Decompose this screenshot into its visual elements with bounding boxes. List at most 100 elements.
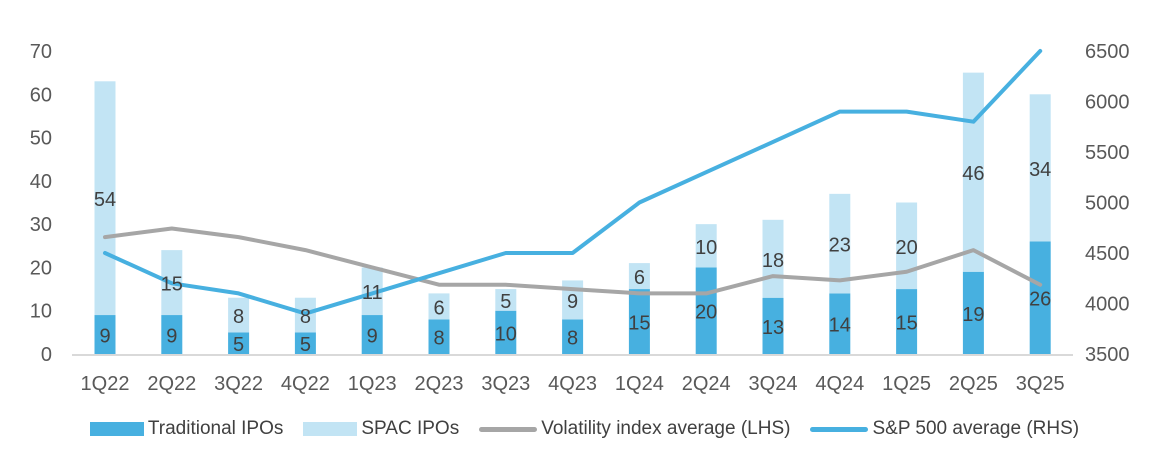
- right-tick-label: 3500: [1085, 344, 1130, 366]
- bar-traditional-ipos: [628, 289, 650, 354]
- legend-item-spac-ipos[interactable]: SPAC IPOs: [303, 418, 459, 440]
- legend-swatch: [303, 422, 358, 436]
- bar-traditional-ipos: [762, 297, 784, 354]
- bar-spac-ipos: [628, 263, 650, 290]
- bar-traditional-ipos: [361, 315, 383, 354]
- left-tick-label: 40: [30, 171, 52, 193]
- data-label-spac: 18: [762, 250, 784, 272]
- data-label-traditional: 8: [433, 328, 444, 350]
- bar-spac-ipos: [1029, 94, 1051, 242]
- bar-traditional-ipos: [962, 271, 984, 354]
- left-tick-label: 10: [30, 301, 52, 323]
- right-tick-label: 5500: [1085, 142, 1130, 164]
- legend-item-sp500[interactable]: S&P 500 average (RHS): [810, 418, 1079, 440]
- bar-spac-ipos: [361, 267, 383, 316]
- right-tick-label: 4500: [1085, 243, 1130, 265]
- x-axis: 1Q22 2Q22 3Q22 4Q22 1Q23 2Q23 3Q23 4Q23 1Q24 2Q24…: [81, 373, 1065, 395]
- data-label-spac: 9: [567, 291, 578, 313]
- bar-spac-ipos: [428, 293, 450, 320]
- bar-spac-ipos: [495, 289, 517, 311]
- right-tick-label: 5000: [1085, 193, 1130, 215]
- legend-swatch: [479, 426, 538, 432]
- data-label-spac: 6: [634, 267, 645, 289]
- data-label-spac: 23: [829, 235, 851, 257]
- data-label-traditional: 13: [762, 317, 784, 339]
- right-tick-label: 6500: [1085, 41, 1130, 63]
- bar-traditional-ipos: [1029, 241, 1051, 354]
- data-label-traditional: 26: [1029, 289, 1051, 311]
- data-label-traditional: 9: [166, 326, 177, 348]
- x-tick-label: 2Q24: [682, 373, 731, 395]
- legend-swatch: [89, 422, 144, 436]
- data-label-traditional: 5: [233, 334, 244, 356]
- right-tick-label: 6000: [1085, 92, 1130, 114]
- left-tick-label: 20: [30, 257, 52, 279]
- x-tick-label: 3Q24: [749, 373, 798, 395]
- data-label-traditional: 9: [99, 326, 110, 348]
- data-label-traditional: 15: [895, 313, 917, 335]
- left-tick-label: 70: [30, 41, 52, 63]
- data-label-traditional: 5: [300, 334, 311, 356]
- bar-spac-ipos: [228, 297, 250, 333]
- bar-spac-ipos: [896, 202, 918, 290]
- bar-spac-ipos: [695, 224, 717, 268]
- bar-traditional-ipos: [562, 319, 584, 354]
- left-axis: 0 10 20 30 40 50 60 70: [30, 41, 52, 366]
- data-label-spac: 5: [500, 291, 511, 313]
- legend-label: SPAC IPOs: [361, 418, 460, 439]
- x-tick-label: 3Q25: [1016, 373, 1065, 395]
- data-label-traditional: 14: [829, 315, 851, 337]
- bar-traditional-ipos: [294, 332, 316, 354]
- legend-label: Volatility index average (LHS): [541, 418, 791, 439]
- legend-item-volatility[interactable]: Volatility index average (LHS): [479, 418, 790, 440]
- x-tick-label: 3Q22: [214, 373, 263, 395]
- legend-item-traditional-ipos[interactable]: Traditional IPOs: [89, 418, 284, 440]
- data-label-spac: 8: [233, 306, 244, 328]
- x-tick-label: 1Q25: [882, 373, 931, 395]
- right-axis: 3500 4000 4500 5000 5500 6000 6500: [1085, 41, 1130, 366]
- x-tick-label: 4Q22: [281, 373, 330, 395]
- bar-traditional-ipos: [228, 332, 250, 354]
- bar-spac-ipos: [829, 193, 851, 294]
- data-label-spac: 11: [362, 282, 383, 304]
- left-tick-label: 50: [30, 128, 52, 150]
- ipo-chart: 0 10 20 30 40 50 60 70 3500 4000 4500 5000 5500 6000…: [30, 41, 1130, 395]
- bar-traditional-ipos: [94, 315, 116, 354]
- data-label-spac: 15: [161, 274, 183, 296]
- legend-label: Traditional IPOs: [147, 418, 284, 439]
- x-tick-label: 2Q23: [415, 373, 464, 395]
- bars: [94, 72, 1051, 354]
- data-labels: 9 54 9 15 5 8 5 8 9 11 8 6 10 5 8 9 15 6 20 10 13 18 14 23 15 20 1…: [94, 159, 1051, 356]
- data-label-traditional: 19: [962, 304, 984, 326]
- bar-traditional-ipos: [896, 289, 918, 354]
- data-label-traditional: 15: [628, 313, 650, 335]
- x-tick-label: 1Q22: [81, 373, 130, 395]
- data-label-traditional: 9: [367, 326, 378, 348]
- x-tick-label: 4Q23: [548, 373, 597, 395]
- x-tick-label: 2Q22: [147, 373, 196, 395]
- bar-traditional-ipos: [428, 319, 450, 354]
- data-label-traditional: 20: [695, 302, 717, 324]
- data-label-spac: 34: [1029, 159, 1051, 181]
- bar-traditional-ipos: [161, 315, 183, 354]
- legend: Traditional IPOs SPAC IPOs Volatility in…: [0, 418, 1169, 440]
- right-tick-label: 4000: [1085, 294, 1130, 316]
- data-label-spac: 10: [695, 237, 717, 259]
- data-label-traditional: 10: [495, 323, 517, 345]
- data-label-spac: 8: [300, 306, 311, 328]
- bar-traditional-ipos: [695, 267, 717, 354]
- legend-label: S&P 500 average (RHS): [872, 418, 1080, 439]
- legend-swatch: [810, 426, 869, 432]
- lines: [103, 49, 1043, 316]
- left-tick-label: 30: [30, 214, 52, 236]
- x-tick-label: 1Q23: [348, 373, 397, 395]
- data-label-spac: 46: [962, 163, 984, 185]
- data-label-traditional: 8: [567, 328, 578, 350]
- data-label-spac: 6: [433, 297, 444, 319]
- left-tick-label: 0: [41, 344, 52, 366]
- x-tick-label: 4Q24: [815, 373, 864, 395]
- data-label-spac: 20: [895, 237, 917, 259]
- x-tick-label: 1Q24: [615, 373, 664, 395]
- data-label-spac: 54: [94, 189, 116, 211]
- x-tick-label: 2Q25: [949, 373, 998, 395]
